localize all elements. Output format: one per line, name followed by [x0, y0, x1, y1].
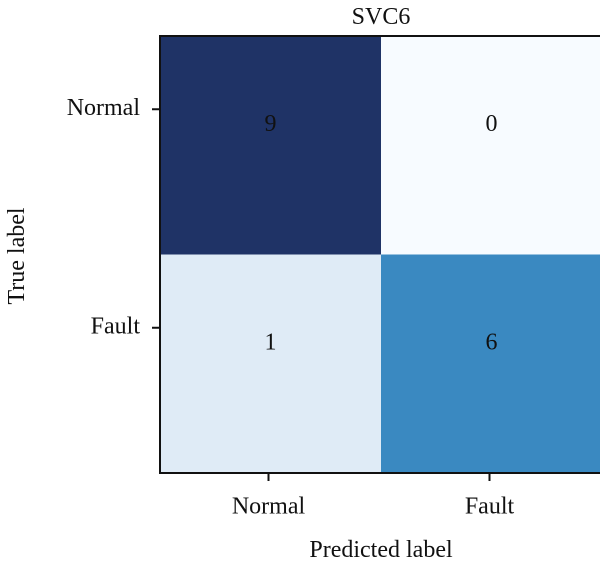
x-axis-label: Predicted label	[309, 537, 453, 563]
heatmap-cell	[381, 36, 600, 255]
y-axis-label: True label	[4, 207, 30, 304]
plot-frame	[159, 35, 600, 474]
cell-value-label: 6	[486, 329, 498, 355]
y-ticks: Normal Fault	[67, 95, 160, 339]
heatmap-cell	[160, 36, 381, 255]
x-tick-label: Fault	[465, 494, 515, 520]
x-ticks: Normal Fault	[232, 473, 515, 520]
heatmap-cells: 9 0 1 6	[160, 36, 600, 473]
chart-title: SVC6	[352, 4, 411, 30]
heatmap-cell	[160, 254, 381, 473]
cell-value-label: 9	[265, 111, 277, 137]
cell-value-label: 0	[486, 111, 498, 137]
x-tick-label: Normal	[232, 494, 306, 520]
heatmap-cell	[381, 254, 600, 473]
cell-value-label: 1	[265, 329, 277, 355]
y-tick-label: Normal	[67, 95, 141, 121]
y-tick-label: Fault	[91, 313, 141, 339]
